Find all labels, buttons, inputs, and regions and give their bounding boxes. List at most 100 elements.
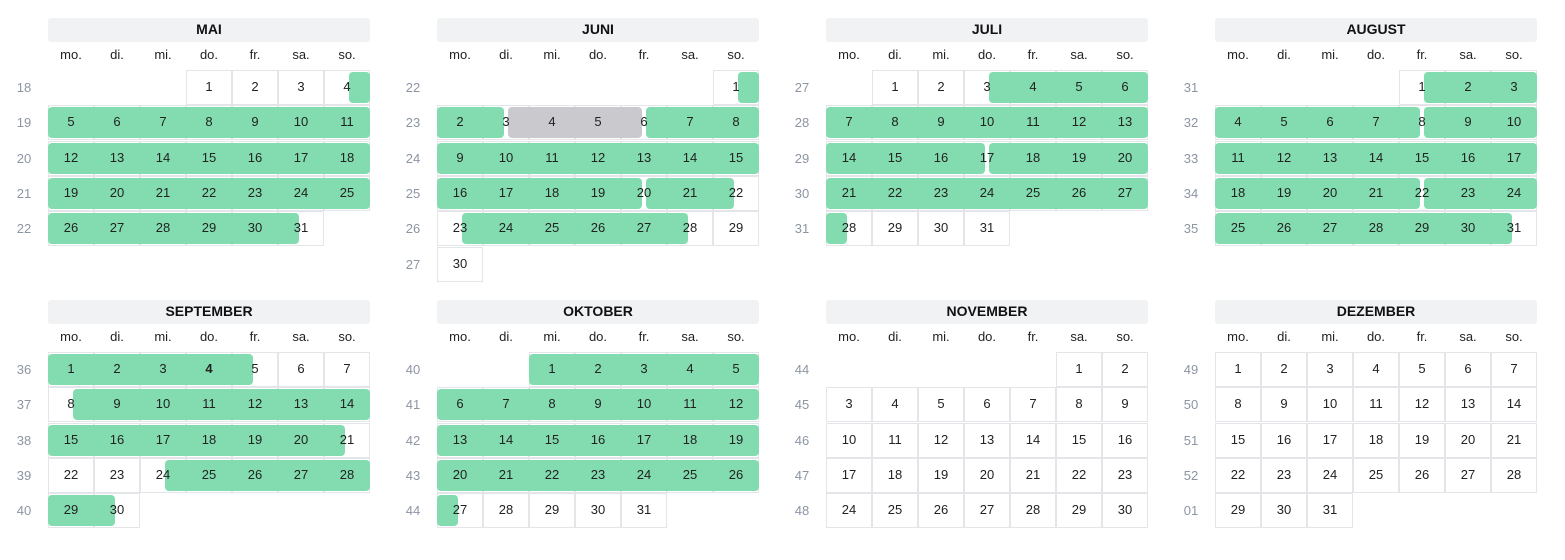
day-cell[interactable] bbox=[1307, 352, 1353, 387]
booking-bar[interactable] bbox=[437, 142, 759, 174]
booking-bar[interactable] bbox=[826, 177, 1148, 209]
day-cell[interactable] bbox=[232, 70, 278, 105]
day-cell[interactable] bbox=[964, 457, 1010, 493]
day-cell[interactable] bbox=[1261, 493, 1307, 529]
day-cell[interactable] bbox=[1491, 457, 1537, 493]
day-cell[interactable] bbox=[1215, 457, 1261, 493]
day-cell[interactable] bbox=[1215, 352, 1261, 387]
day-cell[interactable] bbox=[1010, 387, 1056, 423]
day-cell[interactable] bbox=[186, 70, 232, 105]
booking-bar[interactable] bbox=[165, 459, 370, 491]
day-cell[interactable] bbox=[1102, 422, 1148, 458]
day-cell[interactable] bbox=[278, 70, 324, 105]
booking-bar[interactable] bbox=[646, 107, 759, 139]
day-cell[interactable] bbox=[872, 493, 918, 529]
booking-bar[interactable] bbox=[989, 72, 1148, 103]
booking-bar[interactable] bbox=[437, 177, 642, 209]
day-cell[interactable] bbox=[964, 493, 1010, 529]
day-cell[interactable] bbox=[1353, 422, 1399, 458]
day-cell[interactable] bbox=[437, 246, 483, 282]
day-cell[interactable] bbox=[1102, 387, 1148, 423]
booking-bar[interactable] bbox=[646, 177, 734, 209]
day-cell[interactable] bbox=[1215, 422, 1261, 458]
booking-bar[interactable] bbox=[48, 495, 115, 527]
day-cell[interactable] bbox=[918, 387, 964, 423]
day-cell[interactable] bbox=[1261, 457, 1307, 493]
booking-bar[interactable] bbox=[989, 142, 1148, 174]
booking-bar[interactable] bbox=[1215, 177, 1420, 209]
booking-bar[interactable] bbox=[462, 213, 688, 245]
booking-bar[interactable] bbox=[48, 177, 370, 209]
day-cell[interactable] bbox=[1215, 493, 1261, 529]
booking-bar[interactable] bbox=[1215, 213, 1512, 245]
day-cell[interactable] bbox=[1399, 352, 1445, 387]
day-cell[interactable] bbox=[1491, 352, 1537, 387]
day-cell[interactable] bbox=[826, 493, 872, 529]
booking-bar[interactable] bbox=[349, 72, 370, 103]
day-cell[interactable] bbox=[964, 422, 1010, 458]
day-cell[interactable] bbox=[713, 211, 759, 247]
booking-bar[interactable] bbox=[826, 107, 1148, 139]
day-cell[interactable] bbox=[918, 70, 964, 105]
day-cell[interactable] bbox=[1010, 422, 1056, 458]
day-cell[interactable] bbox=[575, 493, 621, 529]
day-cell[interactable] bbox=[1399, 387, 1445, 423]
day-cell[interactable] bbox=[1215, 387, 1261, 423]
day-cell[interactable] bbox=[1056, 387, 1102, 423]
booking-bar[interactable] bbox=[1215, 142, 1537, 174]
booking-bar[interactable] bbox=[1424, 177, 1537, 209]
day-cell[interactable] bbox=[918, 422, 964, 458]
booking-bar[interactable] bbox=[826, 213, 847, 245]
day-cell[interactable] bbox=[1102, 457, 1148, 493]
day-cell[interactable] bbox=[94, 457, 140, 493]
day-cell[interactable] bbox=[1353, 352, 1399, 387]
booking-bar[interactable] bbox=[437, 389, 759, 421]
day-cell[interactable] bbox=[826, 457, 872, 493]
booking-bar[interactable] bbox=[48, 424, 345, 456]
booking-bar[interactable] bbox=[1424, 72, 1537, 103]
day-cell[interactable] bbox=[1307, 457, 1353, 493]
day-cell[interactable] bbox=[621, 493, 667, 529]
day-cell[interactable] bbox=[1056, 457, 1102, 493]
day-cell[interactable] bbox=[918, 493, 964, 529]
day-cell[interactable] bbox=[1445, 422, 1491, 458]
booking-bar[interactable] bbox=[1215, 107, 1420, 139]
booking-bar[interactable] bbox=[1424, 107, 1537, 139]
day-cell[interactable] bbox=[964, 211, 1010, 247]
day-cell[interactable] bbox=[918, 457, 964, 493]
day-cell[interactable] bbox=[1056, 422, 1102, 458]
day-cell[interactable] bbox=[826, 422, 872, 458]
booking-bar[interactable] bbox=[48, 142, 370, 174]
day-cell[interactable] bbox=[1399, 457, 1445, 493]
day-cell[interactable] bbox=[1491, 387, 1537, 423]
day-cell[interactable] bbox=[872, 211, 918, 247]
booking-bar[interactable] bbox=[437, 107, 504, 139]
day-cell[interactable] bbox=[1353, 387, 1399, 423]
day-cell[interactable] bbox=[1056, 493, 1102, 529]
day-cell[interactable] bbox=[483, 493, 529, 529]
day-cell[interactable] bbox=[872, 387, 918, 423]
day-cell[interactable] bbox=[872, 70, 918, 105]
day-cell[interactable] bbox=[1307, 422, 1353, 458]
day-cell[interactable] bbox=[918, 211, 964, 247]
day-cell[interactable] bbox=[872, 457, 918, 493]
day-cell[interactable] bbox=[1445, 387, 1491, 423]
day-cell[interactable] bbox=[1261, 422, 1307, 458]
day-cell[interactable] bbox=[1102, 493, 1148, 529]
booking-bar[interactable] bbox=[826, 142, 985, 174]
booking-bar[interactable] bbox=[437, 424, 759, 456]
day-cell[interactable] bbox=[1307, 493, 1353, 529]
day-cell[interactable] bbox=[1010, 493, 1056, 529]
day-cell[interactable] bbox=[1261, 352, 1307, 387]
booking-bar[interactable] bbox=[437, 459, 759, 491]
day-cell[interactable] bbox=[1445, 352, 1491, 387]
day-cell[interactable] bbox=[1307, 387, 1353, 423]
blocked-bar[interactable] bbox=[508, 107, 642, 139]
booking-bar[interactable] bbox=[48, 213, 299, 245]
day-cell[interactable] bbox=[1353, 457, 1399, 493]
booking-bar[interactable] bbox=[529, 354, 759, 385]
day-cell[interactable] bbox=[826, 387, 872, 423]
day-cell[interactable] bbox=[1445, 457, 1491, 493]
day-cell[interactable] bbox=[1491, 422, 1537, 458]
day-cell[interactable] bbox=[278, 352, 324, 387]
